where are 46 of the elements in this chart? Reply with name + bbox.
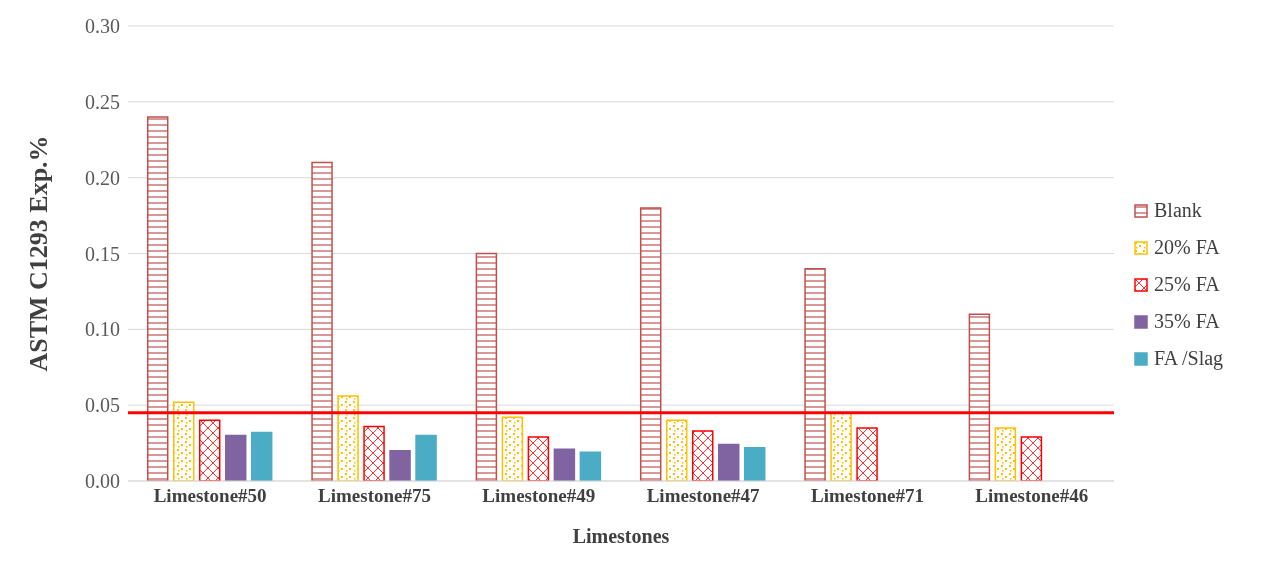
y-tick-label: 0.25 xyxy=(85,90,120,113)
bar xyxy=(717,443,740,481)
bar xyxy=(1020,436,1043,481)
bar xyxy=(804,267,826,481)
legend-label: FA /Slag xyxy=(1154,347,1224,370)
y-tick-label: 0.15 xyxy=(85,242,120,265)
bar xyxy=(389,449,411,481)
legend-label: 25% FA xyxy=(1154,273,1220,296)
bar xyxy=(415,434,437,481)
bar xyxy=(172,401,195,481)
y-tick-label: 0.30 xyxy=(85,15,120,38)
x-tick-label: Limestone#71 xyxy=(811,485,924,507)
bar xyxy=(579,451,602,481)
legend-label: Blank xyxy=(1154,199,1202,222)
legend-label: 35% FA xyxy=(1154,310,1220,333)
bar xyxy=(527,436,550,481)
bar xyxy=(856,427,878,481)
bar xyxy=(743,446,766,481)
bar xyxy=(501,416,524,481)
y-tick-label: 0.00 xyxy=(85,470,120,493)
bar xyxy=(311,161,333,481)
bar xyxy=(224,434,247,481)
x-tick-label: Limestone#75 xyxy=(318,485,431,507)
bar xyxy=(665,419,688,481)
x-tick-label: Limestone#46 xyxy=(975,485,1089,507)
y-tick-label: 0.05 xyxy=(85,394,120,417)
bar xyxy=(363,425,385,481)
bar xyxy=(994,427,1017,481)
x-axis-title: Limestones xyxy=(572,525,670,547)
y-tick-label: 0.20 xyxy=(85,166,120,189)
bar xyxy=(146,116,169,481)
bar xyxy=(337,395,359,481)
bar xyxy=(639,207,662,481)
bar xyxy=(968,313,991,481)
legend-label: 20% FA xyxy=(1154,236,1220,259)
y-axis-title: ASTM C1293 Exp.% xyxy=(24,135,54,372)
x-tick-label: Limestone#49 xyxy=(482,485,596,507)
bar xyxy=(198,419,221,481)
bar xyxy=(553,448,576,481)
bar xyxy=(830,412,852,481)
y-tick-label: 0.10 xyxy=(85,318,120,341)
x-tick-label: Limestone#50 xyxy=(153,485,267,507)
bar xyxy=(475,252,498,481)
x-tick-label: Limestone#47 xyxy=(646,485,761,507)
bar xyxy=(691,430,714,481)
bar xyxy=(250,431,273,481)
